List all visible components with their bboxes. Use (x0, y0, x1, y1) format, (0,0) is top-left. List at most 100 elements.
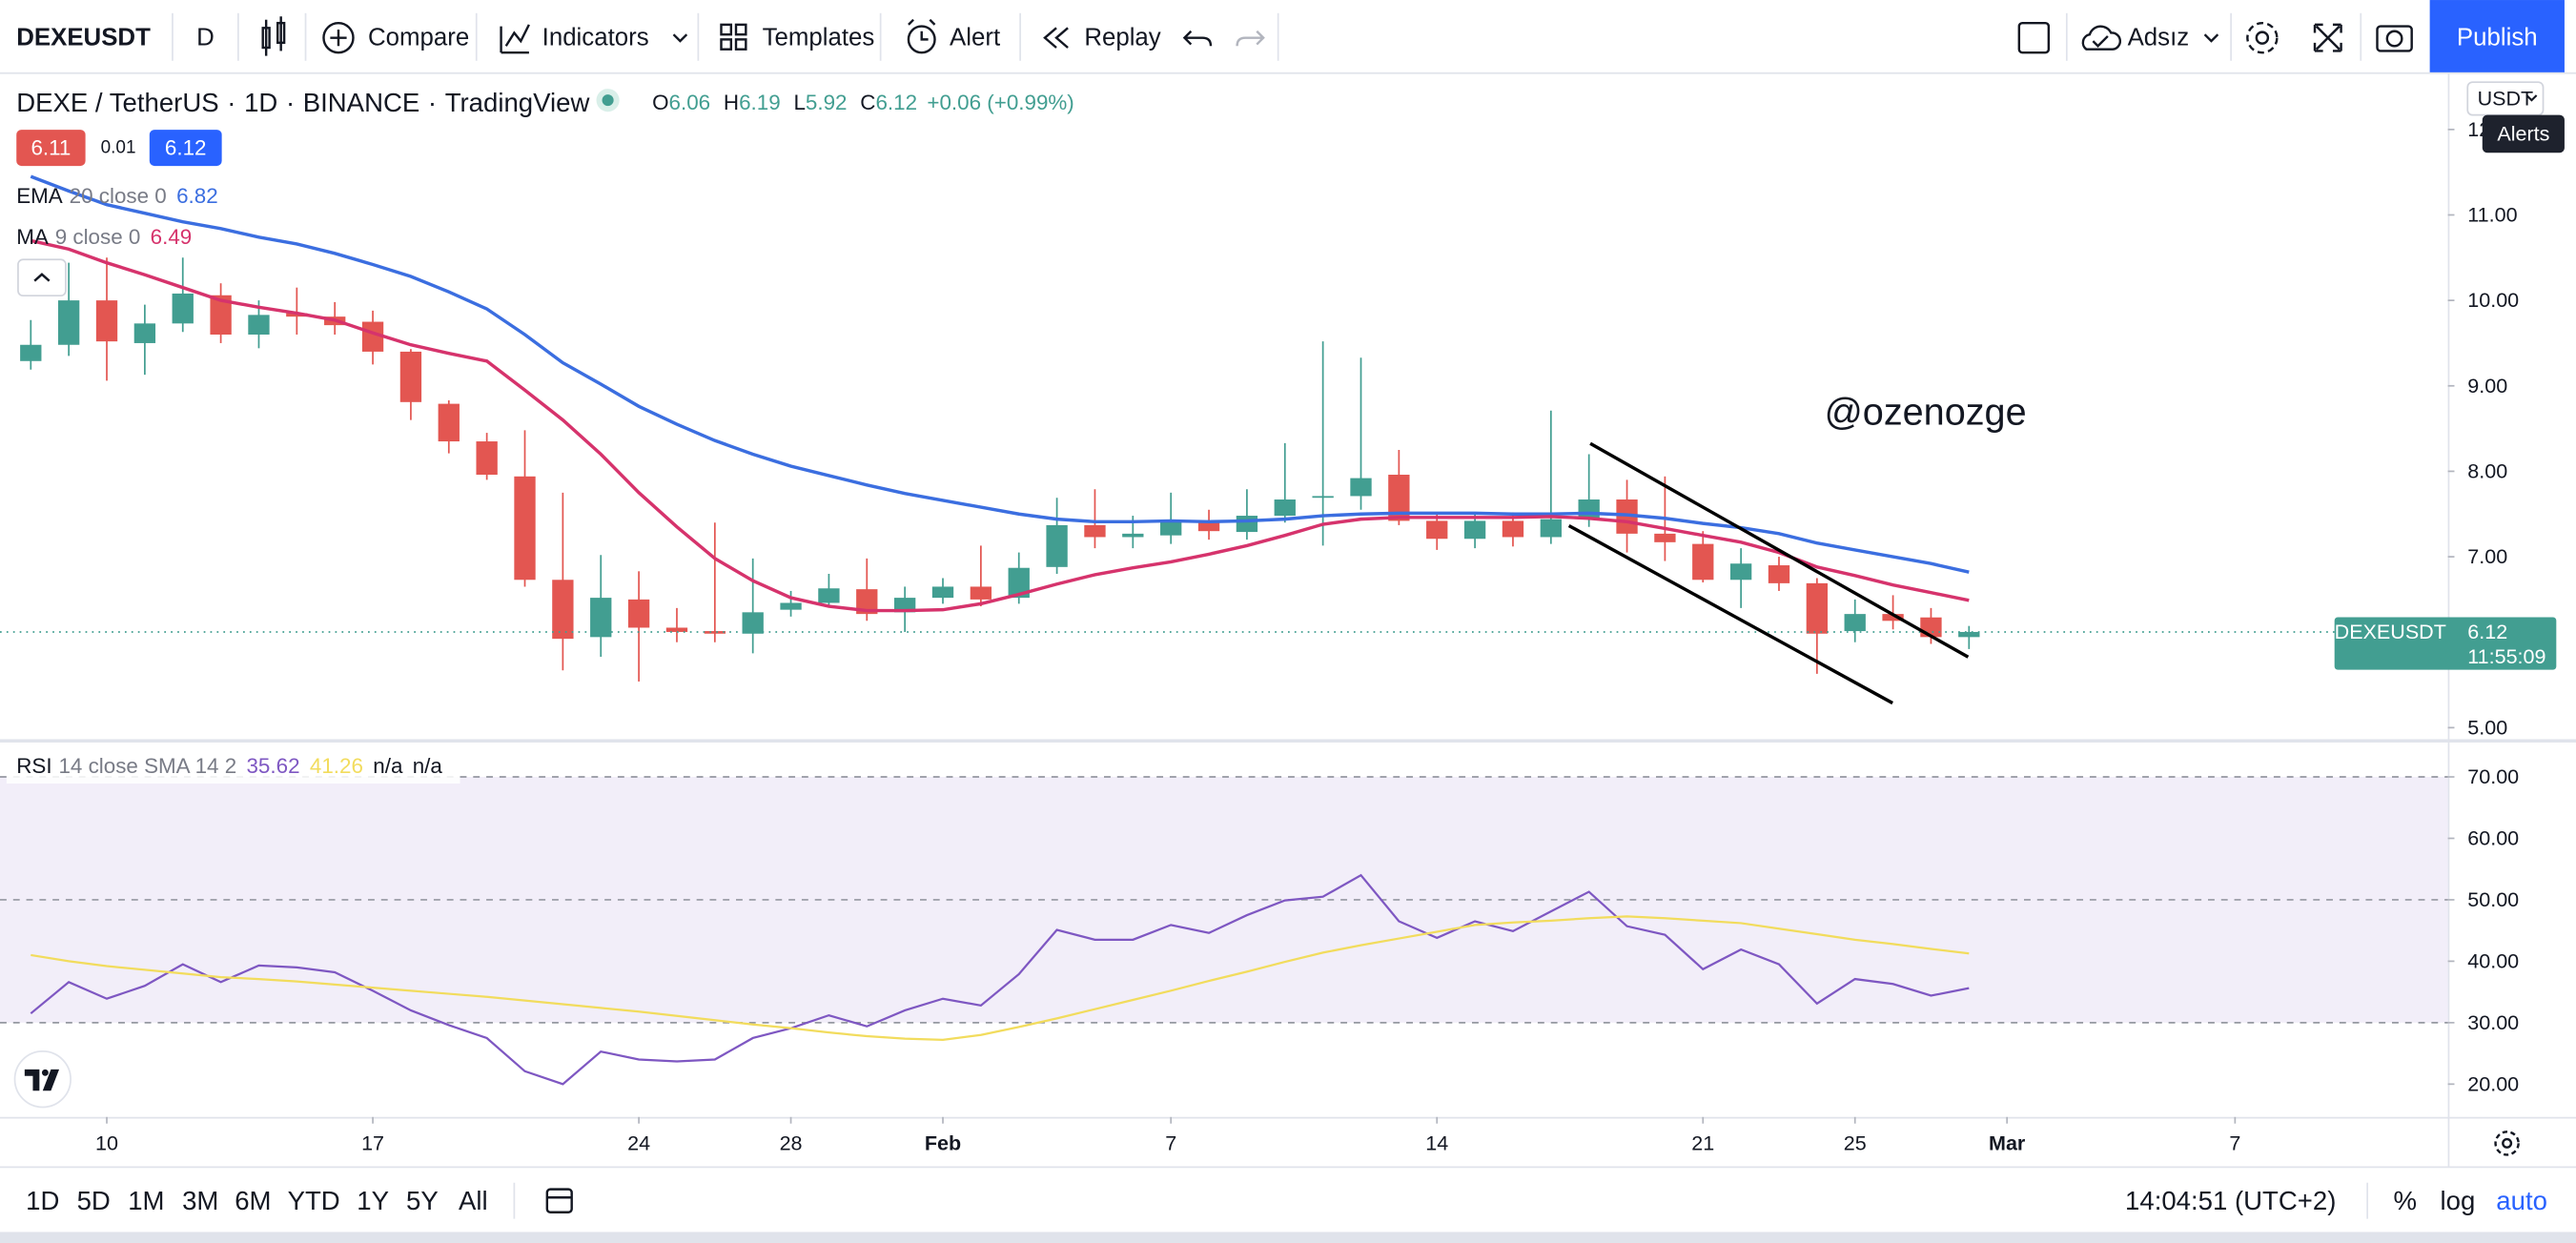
candle-body (1008, 567, 1030, 599)
price-tag-symbol: DEXEUSDT (2335, 621, 2446, 643)
publish-button[interactable] (2429, 0, 2565, 72)
tradingview-logo[interactable] (13, 1050, 72, 1109)
candle-body (780, 602, 802, 610)
bid-price: 6.11 (31, 136, 71, 160)
range-button[interactable]: 6M (235, 1186, 271, 1215)
candle (361, 310, 384, 365)
ohlc-value: 6.06 (669, 90, 711, 113)
collapse-legend-button[interactable] (17, 258, 67, 297)
candle (742, 558, 764, 654)
candle-body (20, 344, 42, 361)
interval-button[interactable]: D (196, 25, 215, 51)
ema-legend[interactable]: EMA 20 close 0 6.82 (16, 184, 217, 208)
scale-button[interactable]: log (2441, 1186, 2476, 1215)
settings-button[interactable] (2246, 21, 2279, 54)
range-button[interactable]: 5Y (406, 1186, 439, 1215)
trend-line[interactable] (1567, 523, 1893, 705)
undo-button[interactable] (1182, 30, 1213, 47)
scale-button[interactable]: % (2394, 1186, 2418, 1215)
candle (1197, 509, 1220, 540)
candle (931, 578, 954, 604)
candle-body (1920, 617, 1942, 638)
time-tick-label: 17 (361, 1131, 384, 1154)
ohlc-legend: O6.06 H6.19 L5.92 C6.12 +0.06 (+0.99%) (652, 90, 1074, 113)
candle-body (57, 300, 80, 345)
go-to-date-button[interactable] (545, 1188, 573, 1213)
compare-button[interactable]: Compare (322, 21, 469, 54)
range-button[interactable]: 3M (182, 1186, 218, 1215)
price-tag-bg (2334, 617, 2557, 670)
candle (590, 555, 612, 657)
range-button[interactable]: All (459, 1186, 488, 1215)
dot: · (286, 87, 295, 116)
range-button[interactable]: YTD (288, 1186, 340, 1215)
top-toolbar: DEXEUSDT D Compare Indicators Templates … (0, 0, 2576, 74)
candle (704, 522, 726, 642)
candle-body (361, 321, 384, 352)
candle-body (970, 586, 992, 600)
time-tick-label: 7 (2229, 1131, 2240, 1154)
sell-badge[interactable] (16, 130, 86, 167)
candle-body (893, 598, 916, 613)
price-tick-label: 11.00 (2467, 203, 2517, 226)
rsi-legend[interactable]: RSI 14 close SMA 14 2 35.62 41.26 n/a n/a (16, 754, 442, 778)
candle-body (1540, 519, 1562, 538)
candle (399, 349, 422, 420)
candle (286, 287, 308, 335)
price-tick-label: 5.00 (2467, 716, 2507, 739)
candle-body (1692, 543, 1714, 581)
candle (1274, 442, 1296, 523)
candle (1882, 595, 1904, 630)
source: TradingView (445, 87, 590, 116)
candle-body (95, 300, 118, 342)
ma-name: MA (16, 225, 49, 249)
candle-body (286, 313, 308, 317)
candle (133, 304, 156, 376)
redo-button[interactable] (1236, 30, 1265, 47)
candle (1084, 489, 1106, 549)
candle (665, 607, 688, 642)
chart-style-icon[interactable] (261, 16, 286, 56)
buy-badge[interactable] (149, 130, 222, 167)
select-layout-button[interactable] (2017, 21, 2051, 54)
rsi-legend-bg (6, 747, 460, 784)
ema-name: EMA (16, 184, 63, 208)
ohlc-label: O (652, 90, 668, 113)
range-button[interactable]: 1Y (357, 1186, 389, 1215)
replay-button[interactable]: Replay (1043, 25, 1161, 51)
symbol-search[interactable]: DEXEUSDT (16, 25, 151, 51)
candle-body (210, 295, 232, 335)
indicators-button[interactable]: Indicators (500, 24, 688, 54)
replay-label: Replay (1084, 25, 1160, 51)
alert-button[interactable]: Alert (907, 18, 1000, 54)
alerts-tooltip-text: Alerts (2497, 122, 2549, 145)
candle-body (1197, 520, 1220, 532)
templates-button[interactable]: Templates (720, 23, 874, 51)
candle-body (1236, 516, 1258, 533)
clock[interactable]: 14:04:51 (UTC+2) (2125, 1186, 2336, 1215)
trend-channel[interactable] (1567, 441, 1970, 705)
time-axis-settings[interactable] (2494, 1131, 2520, 1156)
range-button[interactable]: 5D (77, 1186, 111, 1215)
rsi-tick-label: 30.00 (2467, 1011, 2519, 1034)
ma-legend[interactable]: MA 9 close 0 6.49 (16, 225, 192, 249)
fullscreen-button[interactable] (2313, 23, 2342, 52)
range-button[interactable]: 1D (26, 1186, 59, 1215)
candle (20, 319, 42, 370)
ask-price: 6.12 (165, 136, 207, 160)
range-button[interactable]: 1M (128, 1186, 164, 1215)
scale-button[interactable]: auto (2496, 1186, 2547, 1215)
ohlc-label: C (860, 90, 875, 113)
candle-body (1654, 533, 1676, 542)
layout-save-button[interactable]: Adsız (2081, 25, 2219, 51)
na-value: n/a (413, 754, 443, 778)
candle (438, 400, 460, 454)
rsi-tick-label: 20.00 (2467, 1072, 2519, 1095)
candle-body (590, 598, 612, 638)
candle-body (1122, 533, 1144, 538)
change: +0.06 (+0.99%) (927, 90, 1073, 113)
candle-body (1426, 520, 1448, 540)
trend-line[interactable] (1589, 441, 1970, 659)
rsi-line (30, 873, 1970, 1086)
snapshot-button[interactable] (2376, 25, 2413, 52)
